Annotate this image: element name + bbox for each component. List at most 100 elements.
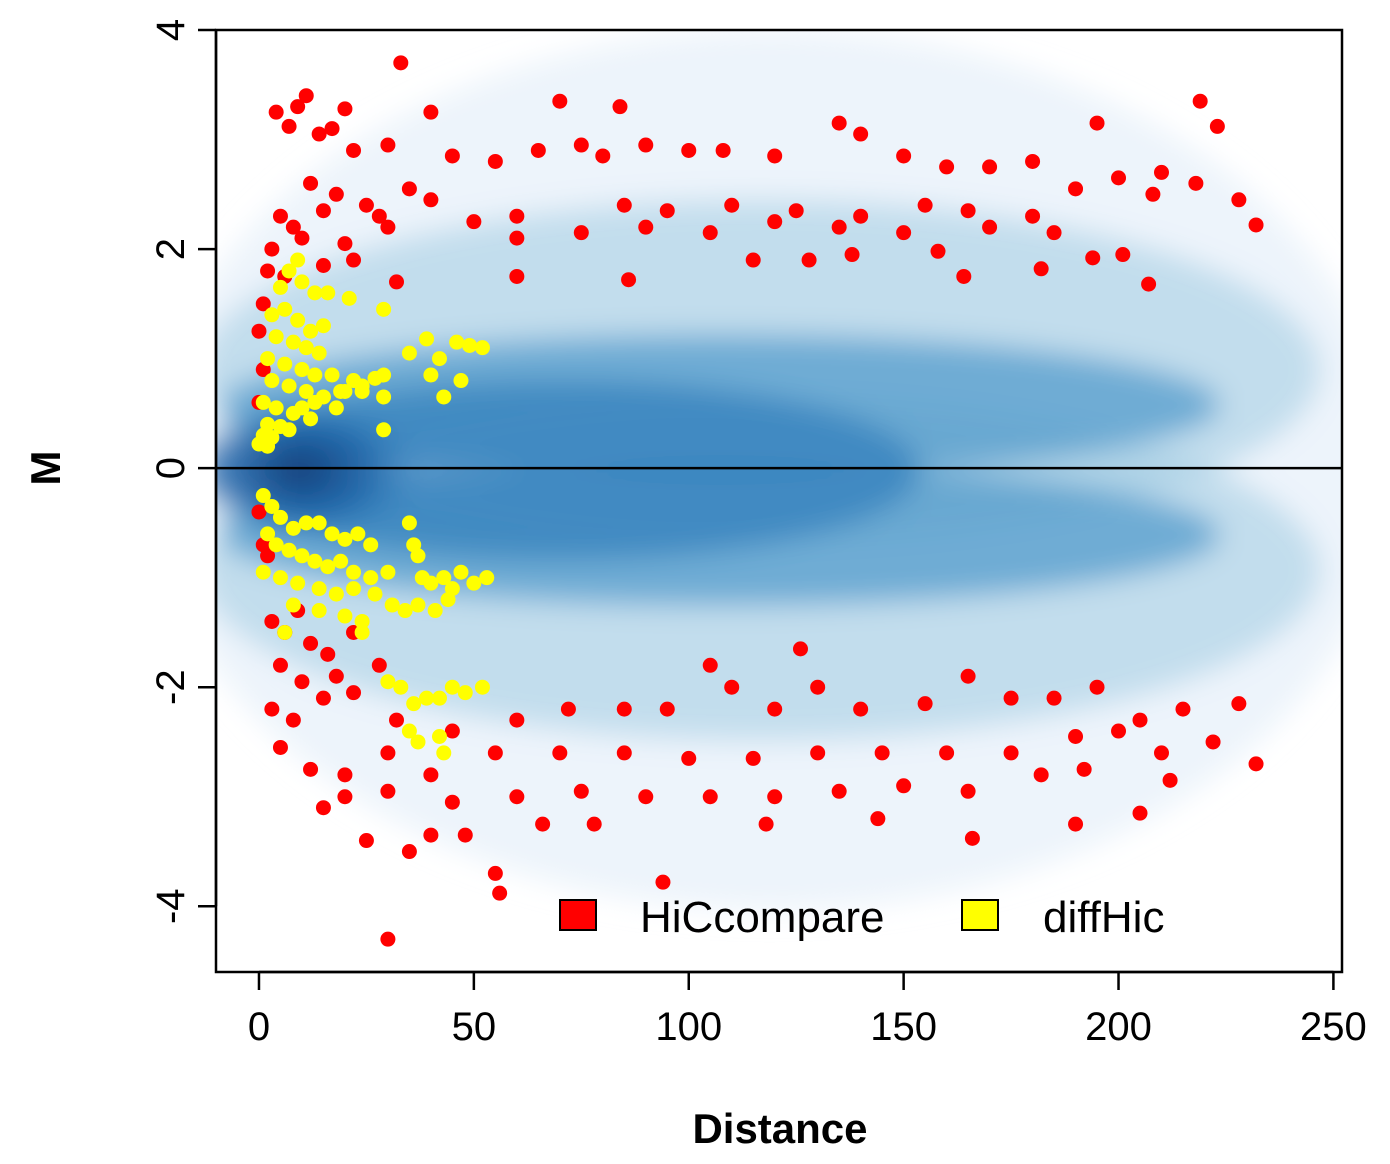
point-diffhic — [354, 378, 370, 394]
point-hiccompare — [487, 153, 503, 169]
point-hiccompare — [1068, 181, 1084, 197]
point-hiccompare — [444, 794, 460, 810]
point-diffhic — [281, 263, 297, 279]
point-diffhic — [290, 575, 306, 591]
legend-swatch-diffhic — [961, 899, 999, 931]
point-diffhic — [431, 690, 447, 706]
point-diffhic — [474, 679, 490, 695]
point-hiccompare — [1132, 712, 1148, 728]
x-tick-label: 0 — [248, 1005, 270, 1049]
point-diffhic — [277, 301, 293, 317]
point-hiccompare — [621, 272, 637, 288]
point-hiccompare — [1248, 217, 1264, 233]
point-hiccompare — [264, 241, 280, 257]
point-hiccompare — [616, 197, 632, 213]
point-diffhic — [376, 367, 392, 383]
point-diffhic — [354, 624, 370, 640]
point-diffhic — [311, 345, 327, 361]
point-hiccompare — [492, 885, 508, 901]
point-diffhic — [436, 745, 452, 761]
point-diffhic — [367, 586, 383, 602]
point-hiccompare — [552, 745, 568, 761]
point-diffhic — [311, 603, 327, 619]
point-hiccompare — [320, 646, 336, 662]
point-hiccompare — [389, 274, 405, 290]
point-diffhic — [315, 318, 331, 334]
point-hiccompare — [324, 121, 340, 137]
point-hiccompare — [702, 789, 718, 805]
point-diffhic — [294, 362, 310, 378]
point-hiccompare — [745, 750, 761, 766]
point-hiccompare — [586, 816, 602, 832]
point-hiccompare — [702, 225, 718, 241]
point-diffhic — [384, 597, 400, 613]
x-axis: 0 50 100 150 200 250 — [248, 970, 1367, 1049]
point-diffhic — [268, 537, 284, 553]
point-diffhic — [311, 515, 327, 531]
point-diffhic — [298, 515, 314, 531]
y-tick-label: 2 — [149, 238, 193, 260]
point-hiccompare — [423, 767, 439, 783]
y-tick-label: 0 — [149, 457, 193, 479]
point-diffhic — [397, 603, 413, 619]
point-diffhic — [341, 290, 357, 306]
series-diffhic — [251, 252, 495, 761]
point-diffhic — [376, 389, 392, 405]
point-hiccompare — [896, 778, 912, 794]
point-hiccompare — [311, 126, 327, 142]
point-hiccompare — [1089, 115, 1105, 131]
point-diffhic — [311, 581, 327, 597]
point-hiccompare — [251, 323, 267, 339]
point-hiccompare — [315, 203, 331, 219]
point-hiccompare — [457, 827, 473, 843]
point-hiccompare — [328, 668, 344, 684]
point-hiccompare — [745, 252, 761, 268]
point-hiccompare — [380, 783, 396, 799]
point-hiccompare — [1205, 734, 1221, 750]
point-diffhic — [264, 373, 280, 389]
point-diffhic — [354, 613, 370, 629]
point-hiccompare — [1115, 247, 1131, 263]
point-diffhic — [328, 586, 344, 602]
point-hiccompare — [389, 712, 405, 728]
y-axis: -4 -2 0 2 4 — [149, 19, 218, 924]
point-diffhic — [410, 597, 426, 613]
point-hiccompare — [573, 137, 589, 153]
point-diffhic — [294, 400, 310, 416]
point-diffhic — [328, 400, 344, 416]
point-diffhic — [423, 575, 439, 591]
point-hiccompare — [260, 548, 276, 564]
point-hiccompare — [681, 750, 697, 766]
legend-swatch-hiccompare — [559, 899, 597, 931]
point-diffhic — [449, 334, 465, 350]
point-hiccompare — [612, 99, 628, 115]
point-diffhic — [303, 323, 319, 339]
point-hiccompare — [298, 88, 314, 104]
point-hiccompare — [487, 865, 503, 881]
point-hiccompare — [638, 219, 654, 235]
point-diffhic — [281, 542, 297, 558]
point-hiccompare — [268, 104, 284, 120]
point-diffhic — [255, 488, 271, 504]
y-tick-label: -4 — [149, 888, 193, 924]
point-hiccompare — [853, 208, 869, 224]
point-diffhic — [462, 337, 478, 353]
point-hiccompare — [530, 142, 546, 158]
point-diffhic — [290, 252, 306, 268]
point-diffhic — [436, 389, 452, 405]
y-axis-title: M — [22, 451, 69, 486]
point-hiccompare — [853, 126, 869, 142]
point-hiccompare — [982, 219, 998, 235]
point-hiccompare — [1033, 767, 1049, 783]
point-diffhic — [440, 592, 456, 608]
point-hiccompare — [724, 679, 740, 695]
point-hiccompare — [1175, 701, 1191, 717]
point-hiccompare — [573, 783, 589, 799]
point-hiccompare — [724, 197, 740, 213]
point-diffhic — [272, 570, 288, 586]
point-diffhic — [298, 340, 314, 356]
point-diffhic — [268, 400, 284, 416]
point-diffhic — [410, 734, 426, 750]
point-hiccompare — [792, 641, 808, 657]
point-diffhic — [324, 526, 340, 542]
